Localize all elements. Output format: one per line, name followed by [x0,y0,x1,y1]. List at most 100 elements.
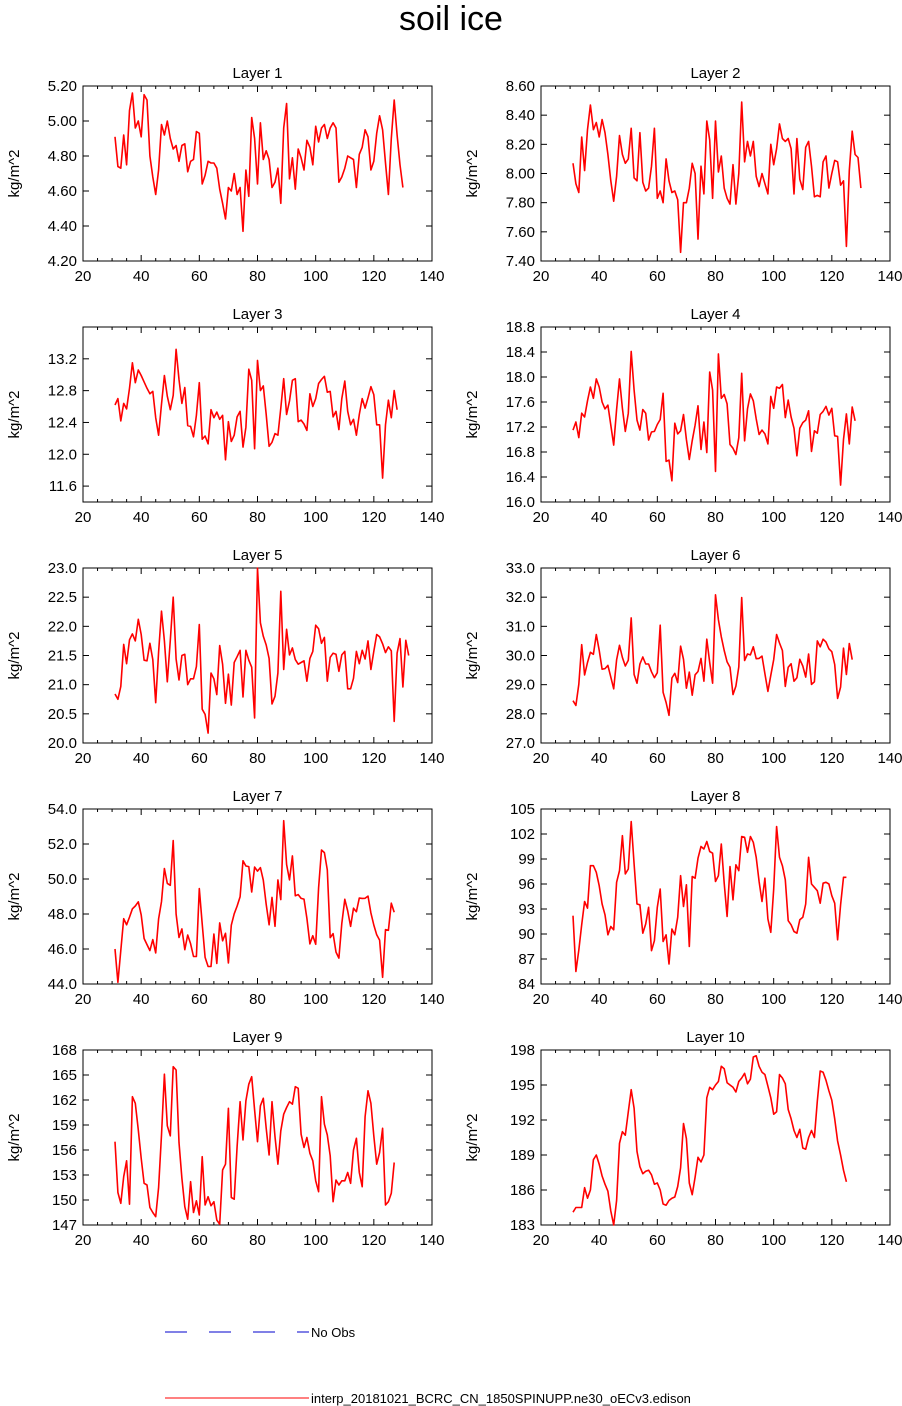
y-tick-label: 192 [510,1112,535,1129]
x-tick-label: 40 [133,268,150,285]
x-tick-label: 80 [707,991,724,1008]
figure-title: soil ice [399,0,503,38]
panel-layer-10: Layer 10 kg/m^2 20 40 60 80 100 120 140 183 186 189… [464,1029,902,1249]
y-tick-label: 18.4 [506,344,535,361]
x-tick-label: 20 [533,750,550,767]
y-tick-label: 17.2 [506,419,535,436]
y-tick-label: 189 [510,1147,535,1164]
panel-title-layer-10: Layer 10 [686,1029,744,1046]
x-tick-label: 140 [419,509,444,526]
x-tick-label: 140 [877,750,902,767]
panel-title-layer-8: Layer 8 [690,788,740,805]
x-tick-label: 60 [649,509,666,526]
x-tick-label: 140 [877,268,902,285]
series-line-layer-1 [114,92,404,233]
y-axis-label-layer-1: kg/m^2 [6,150,23,198]
y-tick-label: 29.0 [506,677,535,694]
series-line-layer-9 [114,1065,395,1225]
y-tick-label: 87 [518,951,535,968]
y-tick-label: 153 [52,1167,77,1184]
y-tick-label: 7.80 [506,195,535,212]
x-tick-label: 80 [249,750,266,767]
y-tick-label: 18.0 [506,369,535,386]
y-axis-label-layer-3: kg/m^2 [6,391,23,439]
x-tick-label: 120 [819,509,844,526]
x-tick-label: 60 [649,991,666,1008]
x-tick-label: 40 [591,1232,608,1249]
x-tick-label: 40 [133,1232,150,1249]
y-tick-label: 165 [52,1067,77,1084]
panel-layer-1: Layer 1 kg/m^2 20 40 60 80 100 120 140 4.20 4.40 4.… [6,65,445,285]
panel-title-layer-5: Layer 5 [232,547,282,564]
x-tick-label: 60 [191,1232,208,1249]
x-tick-label: 140 [419,750,444,767]
x-tick-label: 80 [707,1232,724,1249]
plot-frame-layer-4 [540,326,891,503]
y-axis-label-layer-6: kg/m^2 [464,632,481,680]
x-tick-label: 120 [361,991,386,1008]
x-tick-label: 20 [75,991,92,1008]
panel-title-layer-9: Layer 9 [232,1029,282,1046]
panel-layer-3: Layer 3 kg/m^2 20 40 60 80 100 120 140 11.6 12.0 12… [6,306,445,526]
x-tick-label: 100 [761,1232,786,1249]
y-tick-label: 16.4 [506,469,535,486]
y-tick-label: 12.0 [48,446,77,463]
y-tick-label: 147 [52,1217,77,1234]
y-tick-label: 156 [52,1142,77,1159]
x-tick-label: 60 [191,509,208,526]
y-tick-label: 159 [52,1117,77,1134]
x-tick-label: 20 [75,509,92,526]
panel-title-layer-6: Layer 6 [690,547,740,564]
x-tick-label: 140 [877,991,902,1008]
panel-layer-6: Layer 6 kg/m^2 20 40 60 80 100 120 140 27.0 28.0 29… [464,547,902,767]
y-tick-label: 8.40 [506,107,535,124]
x-tick-label: 100 [761,991,786,1008]
y-axis-label-layer-5: kg/m^2 [6,632,23,680]
x-tick-label: 120 [361,509,386,526]
panel-title-layer-2: Layer 2 [690,65,740,82]
y-tick-label: 46.0 [48,941,77,958]
x-tick-label: 120 [361,750,386,767]
y-tick-label: 32.0 [506,589,535,606]
y-tick-label: 105 [510,801,535,818]
series-line-layer-3 [114,348,398,479]
y-tick-label: 195 [510,1077,535,1094]
series-line-layer-8 [572,820,847,973]
y-tick-label: 5.20 [48,78,77,95]
y-tick-label: 13.2 [48,351,77,368]
y-axis-label-layer-8: kg/m^2 [464,873,481,921]
panel-title-layer-1: Layer 1 [232,65,282,82]
y-tick-label: 7.60 [506,224,535,241]
y-tick-label: 20.0 [48,735,77,752]
panel-layer-9: Layer 9 kg/m^2 20 40 60 80 100 120 140 147 150 153 1… [6,1029,445,1249]
x-tick-label: 100 [303,1232,328,1249]
y-axis-label-layer-10: kg/m^2 [464,1114,481,1162]
y-tick-label: 99 [518,851,535,868]
y-tick-label: 7.40 [506,253,535,270]
y-tick-label: 4.60 [48,183,77,200]
y-tick-label: 22.5 [48,589,77,606]
y-tick-label: 21.5 [48,648,77,665]
y-axis-label-layer-7: kg/m^2 [6,873,23,921]
series-line-layer-2 [572,101,862,254]
x-tick-label: 60 [649,268,666,285]
x-tick-label: 80 [249,268,266,285]
x-tick-label: 120 [819,750,844,767]
x-tick-label: 120 [819,268,844,285]
panels: Layer 1 kg/m^2 20 40 60 80 100 120 140 4.20 4.40 4.… [6,65,902,1249]
x-tick-label: 120 [361,268,386,285]
x-tick-label: 60 [649,750,666,767]
y-tick-label: 52.0 [48,836,77,853]
y-tick-label: 4.80 [48,148,77,165]
x-tick-label: 80 [249,1232,266,1249]
y-axis-label-layer-4: kg/m^2 [464,391,481,439]
series-line-layer-10 [572,1055,848,1226]
plot-frame-layer-8 [540,808,891,985]
x-tick-label: 40 [591,268,608,285]
x-tick-label: 40 [133,750,150,767]
y-axis-label-layer-2: kg/m^2 [464,150,481,198]
panel-layer-2: Layer 2 kg/m^2 20 40 60 80 100 120 140 7.40 7.60 7.… [464,65,902,285]
y-tick-label: 93 [518,901,535,918]
y-tick-label: 31.0 [506,618,535,635]
